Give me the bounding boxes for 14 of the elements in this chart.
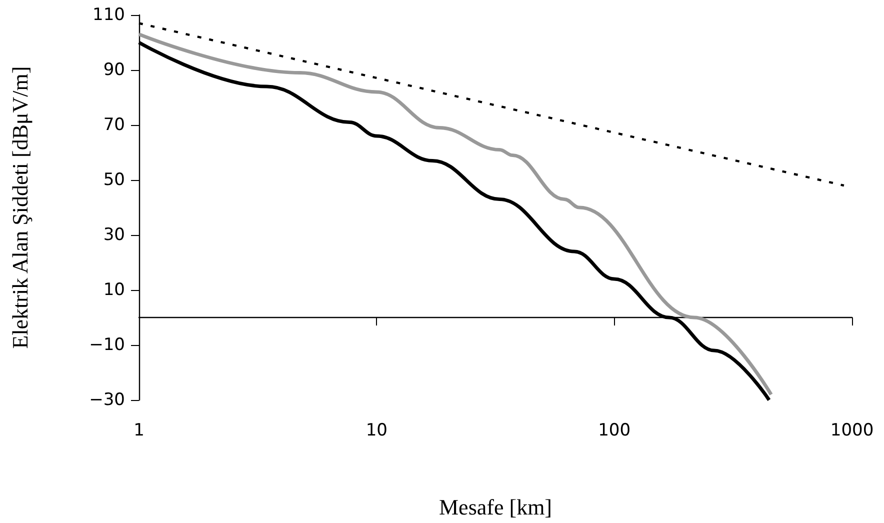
y-tick-label: 10 xyxy=(103,280,125,300)
x-tick-label: 100 xyxy=(598,420,631,440)
y-tick-label: −30 xyxy=(89,390,125,410)
x-tick-label: 10 xyxy=(366,420,388,440)
y-tick-label: 50 xyxy=(103,170,125,190)
y-tick-label: −10 xyxy=(89,335,125,355)
y-tick-label: 70 xyxy=(103,115,125,135)
x-axis-title: Mesafe [km] xyxy=(438,494,552,520)
x-tick-label: 1000 xyxy=(830,420,874,440)
y-tick-label: 30 xyxy=(103,225,125,245)
y-tick-label: 90 xyxy=(103,60,125,80)
y-tick-label: 110 xyxy=(92,5,125,25)
y-axis-title: Elektrik Alan Şiddeti [dBμV/m] xyxy=(8,66,32,349)
x-tick-label: 1 xyxy=(134,420,144,440)
